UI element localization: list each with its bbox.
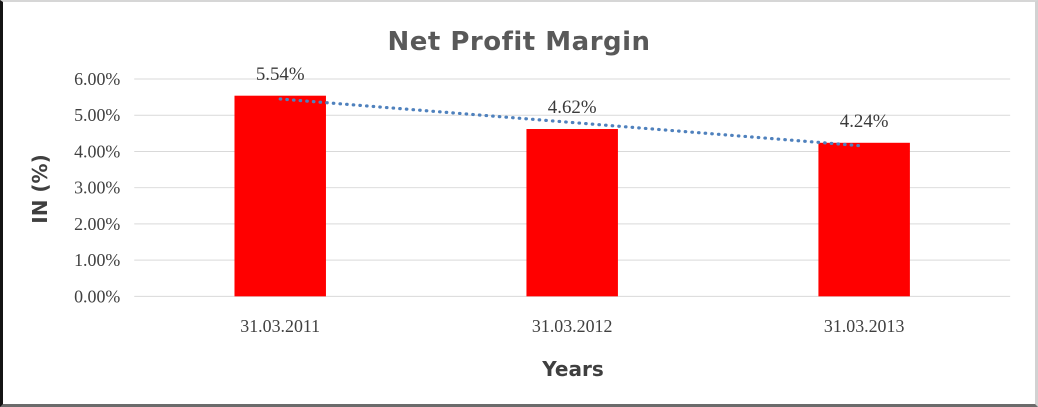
bar bbox=[526, 129, 618, 297]
x-tick-label: 31.03.2012 bbox=[532, 316, 612, 336]
y-tick-label: 1.00% bbox=[74, 250, 120, 270]
bar bbox=[818, 142, 910, 297]
data-label: 5.54% bbox=[256, 64, 305, 85]
y-tick-label: 3.00% bbox=[74, 178, 120, 198]
bar bbox=[234, 95, 326, 297]
y-tick-label: 6.00% bbox=[74, 69, 120, 89]
data-label: 4.24% bbox=[840, 111, 889, 132]
data-label: 4.62% bbox=[548, 97, 597, 118]
y-tick-label: 5.00% bbox=[74, 105, 120, 125]
trendline bbox=[278, 97, 866, 148]
y-tick-label: 4.00% bbox=[74, 141, 120, 161]
plot-area: 0.00% 1.00% 2.00% 3.00% 4.00% 5.00% 6.00% 5.54%… bbox=[74, 64, 1011, 336]
x-tick-label: 31.03.2011 bbox=[240, 316, 320, 336]
x-axis-title: Years bbox=[542, 357, 604, 381]
y-tick-label: 0.00% bbox=[74, 286, 120, 306]
chart-title: Net Profit Margin bbox=[387, 27, 651, 57]
y-tick-label: 2.00% bbox=[74, 214, 120, 234]
x-tick-label: 31.03.2013 bbox=[824, 316, 905, 336]
y-axis-title: IN (%) bbox=[28, 154, 52, 224]
